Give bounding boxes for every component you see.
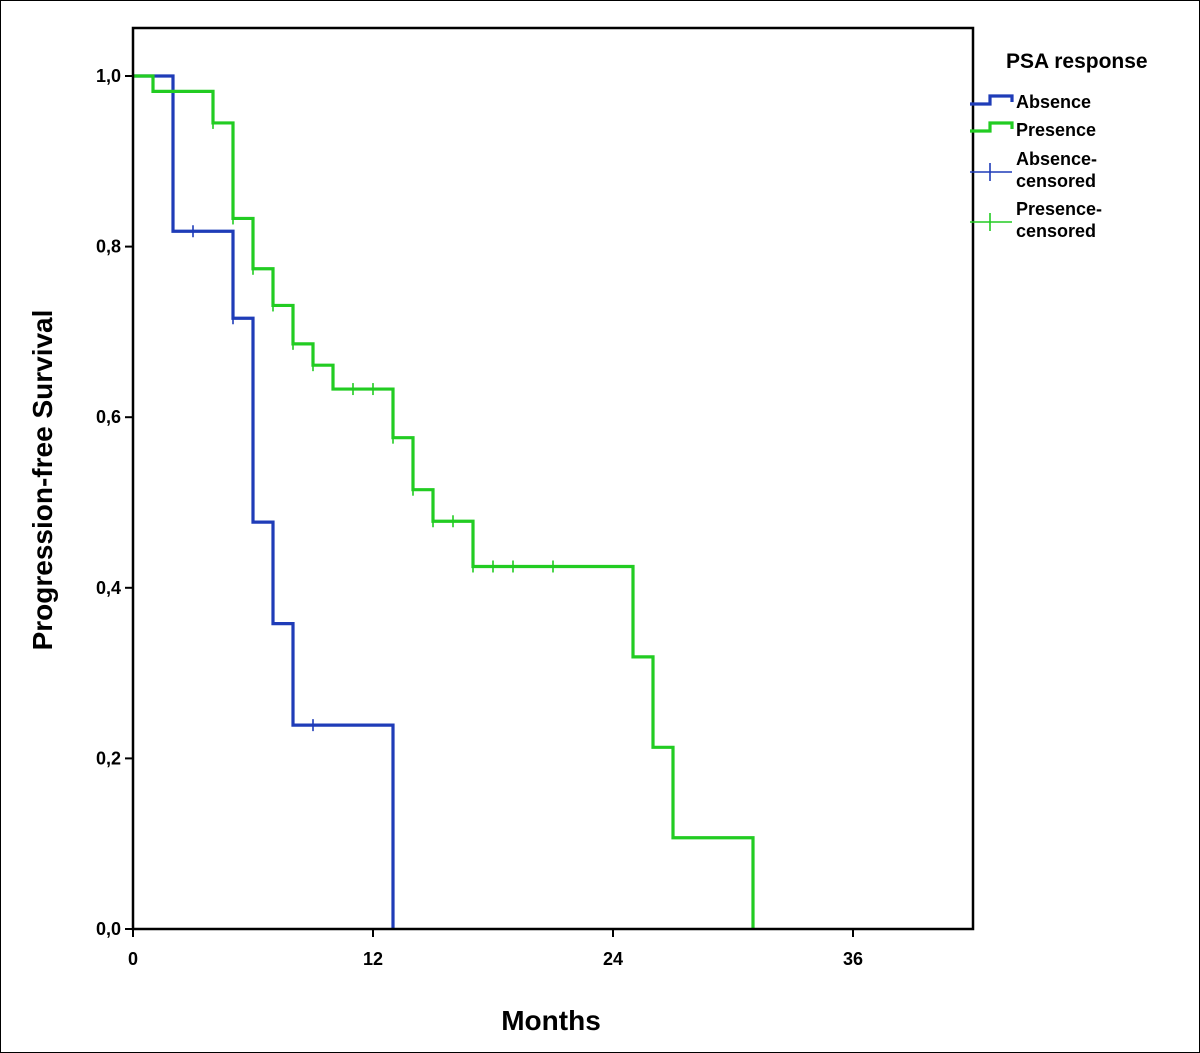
x-tick-label: 36: [843, 949, 863, 969]
x-tick-label: 0: [128, 949, 138, 969]
x-axis-title: Months: [501, 1005, 601, 1036]
y-tick-label: 0,4: [96, 578, 121, 598]
plot-border: [131, 26, 975, 931]
legend: PSA response Absence Presence Absence-cens…: [970, 50, 1148, 241]
y-tick-label: 0,8: [96, 237, 121, 257]
legend-label-absence: Absence: [1016, 92, 1091, 112]
plot-area: [133, 28, 973, 929]
legend-label-presence-censored-line2: censored: [1016, 221, 1096, 241]
series-line-presence: [133, 74, 755, 929]
series-line-absence: [133, 74, 395, 929]
axes-layer: 0,0 0,2 0,4 0,6 0,8 1,0 0 12 24 36: [96, 26, 975, 969]
x-tick-label: 12: [363, 949, 383, 969]
y-tick-label: 0,0: [96, 919, 121, 939]
legend-label-presence: Presence: [1016, 120, 1096, 140]
y-axis-title: Progression-free Survival: [27, 310, 58, 651]
legend-line-presence: [970, 121, 1014, 133]
legend-line-absence: [970, 94, 1014, 106]
y-tick-label: 1,0: [96, 66, 121, 86]
series-layer: [133, 74, 755, 929]
y-tick-label: 0,6: [96, 407, 121, 427]
plot-background: [133, 28, 973, 929]
legend-label-absence-censored-line2: censored: [1016, 171, 1096, 191]
x-tick-label: 24: [603, 949, 623, 969]
legend-title: PSA response: [1006, 50, 1148, 73]
legend-label-absence-censored-line1: Absence-: [1016, 149, 1097, 169]
y-tick-label: 0,2: [96, 748, 121, 768]
legend-label-presence-censored-line1: Presence-: [1016, 199, 1102, 219]
